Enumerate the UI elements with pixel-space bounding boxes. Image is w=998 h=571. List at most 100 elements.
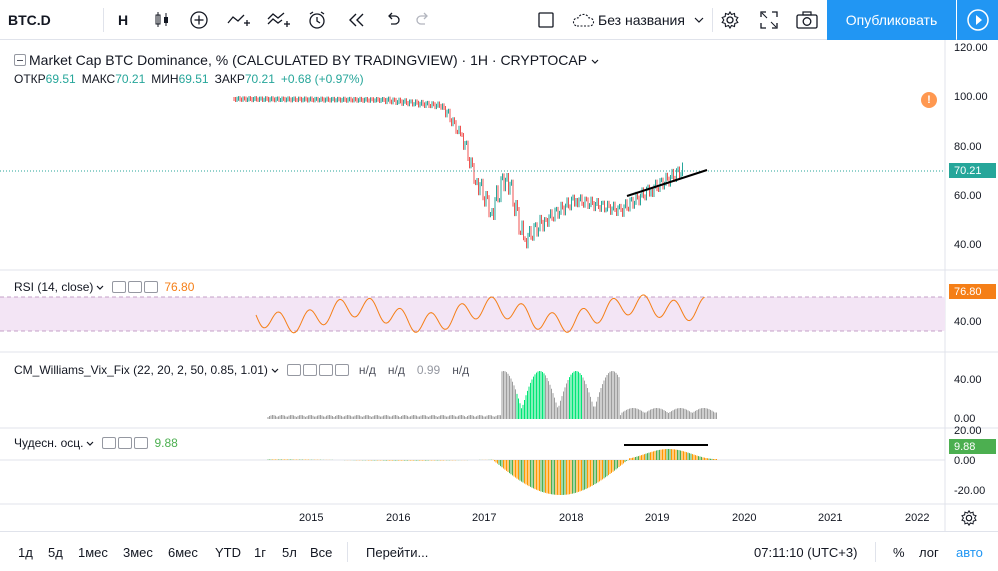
auto-toggle[interactable]: авто [956, 544, 983, 560]
top-toolbar: BTC.D Н Без названия Опубликовать [0, 0, 998, 40]
main-legend: Market Cap BTC Dominance, % (CALCULATED … [14, 52, 599, 68]
high-value: 70.21 [115, 72, 146, 86]
chevron-down-icon[interactable] [86, 436, 94, 450]
close-icon[interactable] [334, 364, 349, 376]
chevron-down-icon[interactable] [591, 52, 599, 68]
rsi-value: 76.80 [164, 280, 195, 294]
rsi-axis-tick: 40.00 [954, 316, 982, 328]
time-axis-tick: 2022 [905, 512, 930, 524]
layout-name-button[interactable]: Без названия [598, 12, 685, 28]
price-axis-tick: 80.00 [954, 141, 982, 153]
bottom-divider [347, 542, 348, 562]
time-axis-tick: 2019 [645, 512, 670, 524]
high-label: МАКС [81, 72, 116, 86]
vix-value-2: н/д [387, 363, 405, 377]
collapse-icon[interactable] [14, 54, 26, 66]
range-1y[interactable]: 1г [254, 544, 266, 560]
bottom-toolbar: 1д 5д 1мес 3мес 6мес YTD 1г 5л Все Перей… [0, 531, 998, 571]
range-6m[interactable]: 6мес [168, 544, 198, 560]
settings-icon[interactable] [715, 0, 745, 40]
toolbar-divider [103, 8, 104, 32]
time-axis-tick: 2018 [559, 512, 584, 524]
undo-icon[interactable] [378, 0, 408, 40]
ao-title[interactable]: Чудесн. осц. [14, 436, 84, 450]
open-value: 69.51 [45, 72, 76, 86]
ao-value: 9.88 [154, 436, 178, 450]
time-axis-tick: 2020 [732, 512, 757, 524]
log-toggle[interactable]: лог [919, 544, 939, 560]
eye-icon[interactable] [286, 364, 301, 376]
vix-legend: CM_Williams_Vix_Fix (22, 20, 2, 50, 0.85… [14, 363, 469, 377]
interval-button[interactable]: Н [117, 12, 129, 28]
change-value: +0.68 (+0.97%) [280, 72, 364, 86]
time-axis-tick: 2021 [818, 512, 843, 524]
close-value: 70.21 [244, 72, 275, 86]
warning-icon[interactable]: ! [921, 92, 937, 108]
ao-axis-tick: 20.00 [954, 425, 982, 437]
vix-value-4: н/д [452, 363, 470, 377]
ao-axis-tick: -20.00 [954, 485, 986, 497]
range-3m[interactable]: 3мес [123, 544, 153, 560]
gear-icon[interactable] [128, 281, 143, 293]
rsi-value-tag: 76.80 [949, 284, 996, 299]
indicator-icon[interactable] [222, 0, 256, 40]
low-value: 69.51 [178, 72, 209, 86]
price-axis-tick: 100.00 [954, 91, 988, 103]
add-icon[interactable] [182, 0, 216, 40]
time-axis-tick: 2016 [386, 512, 411, 524]
toolbar-divider [712, 8, 713, 32]
chart-canvas[interactable] [0, 40, 998, 531]
close-icon[interactable] [144, 281, 159, 293]
range-1m[interactable]: 1мес [78, 544, 108, 560]
price-axis-tick: 120.00 [954, 42, 988, 54]
redo-icon[interactable] [408, 0, 438, 40]
vix-axis-tick: 40.00 [954, 374, 982, 386]
ohlc-legend: ОТКР 69.51 МАКС 70.21 МИН 69.51 ЗАКР 70.21 +… [14, 72, 370, 86]
ao-value-tag: 9.88 [949, 439, 996, 454]
replay-icon[interactable] [340, 0, 374, 40]
alert-icon[interactable] [300, 0, 334, 40]
percent-toggle[interactable]: % [893, 544, 905, 560]
compare-icon[interactable] [262, 0, 296, 40]
vix-axis-tick: 0.00 [954, 413, 976, 425]
close-icon[interactable] [134, 437, 149, 449]
eye-icon[interactable] [112, 281, 127, 293]
bottom-divider [875, 542, 876, 562]
goto-date-button[interactable]: Перейти... [366, 544, 429, 560]
range-all[interactable]: Все [310, 544, 333, 560]
range-5y[interactable]: 5л [282, 544, 297, 560]
rsi-title[interactable]: RSI (14, close) [14, 280, 94, 294]
chevron-down-icon[interactable] [96, 280, 104, 294]
eye-icon[interactable] [102, 437, 117, 449]
gear-icon[interactable] [118, 437, 133, 449]
chart-area[interactable]: Market Cap BTC Dominance, % (CALCULATED … [0, 40, 998, 531]
low-label: МИН [151, 72, 179, 86]
chevron-down-icon[interactable] [692, 0, 706, 40]
open-label: ОТКР [14, 72, 46, 86]
vix-value-3: 0.99 [416, 363, 441, 377]
vix-value-1: н/д [358, 363, 376, 377]
fullscreen-icon[interactable] [754, 0, 784, 40]
gear-icon[interactable] [960, 509, 978, 532]
cloud-icon[interactable] [568, 0, 598, 40]
gear-icon[interactable] [302, 364, 317, 376]
trend-line [626, 169, 708, 197]
ao-legend: Чудесн. осц. 9.88 [14, 436, 178, 450]
price-axis-tick: 60.00 [954, 190, 982, 202]
layout-select-icon[interactable] [534, 0, 558, 40]
source-code-icon[interactable] [318, 364, 333, 376]
range-ytd[interactable]: YTD [215, 544, 241, 560]
price-axis-tick: 40.00 [954, 239, 982, 251]
range-5d[interactable]: 5д [48, 544, 63, 560]
range-1d[interactable]: 1д [18, 544, 33, 560]
publish-button[interactable]: Опубликовать [827, 0, 956, 40]
chevron-down-icon[interactable] [271, 363, 279, 377]
vix-title[interactable]: CM_Williams_Vix_Fix (22, 20, 2, 50, 0.85… [14, 363, 268, 377]
last-price-tag: 70.21 [949, 163, 996, 178]
play-icon[interactable] [957, 0, 998, 40]
symbol-search-button[interactable]: BTC.D [8, 12, 51, 28]
rsi-band [0, 297, 945, 331]
camera-icon[interactable] [792, 0, 822, 40]
clock[interactable]: 07:11:10 (UTC+3) [754, 544, 858, 560]
candles-icon[interactable] [145, 0, 179, 40]
